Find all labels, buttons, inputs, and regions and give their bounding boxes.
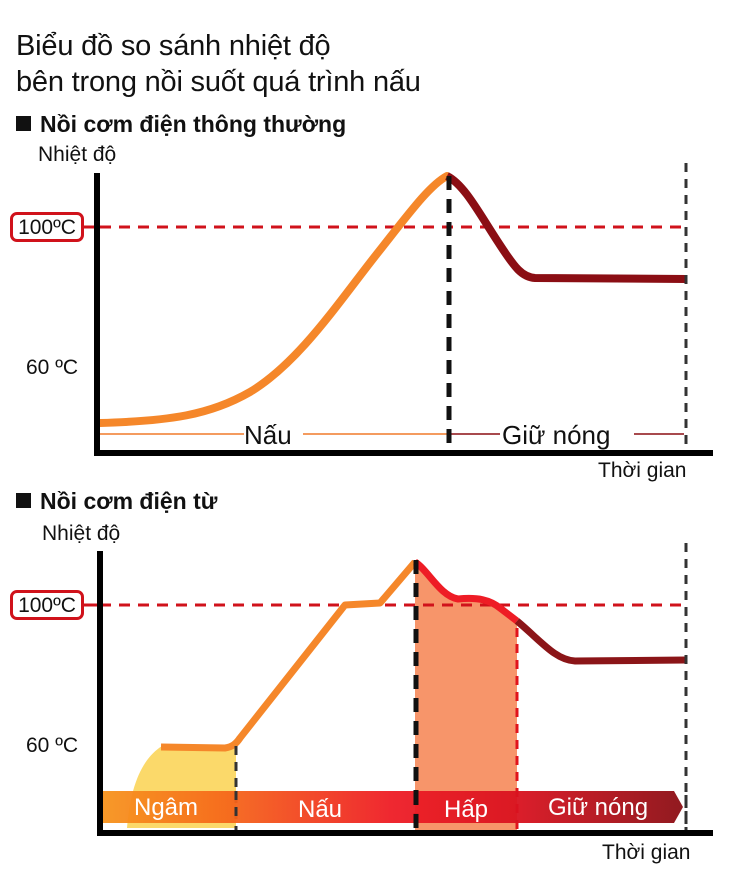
x-axis-label: Thời gian bbox=[598, 459, 687, 482]
x-axis-label: Thời gian bbox=[602, 841, 691, 864]
section-title-text: Nồi cơm điện thông thường bbox=[40, 111, 347, 137]
curve-cook bbox=[96, 172, 451, 427]
tick-100c: 100ºC bbox=[10, 590, 84, 620]
page-title: Biểu đồ so sánh nhiệt độ bên trong nồi s… bbox=[16, 28, 421, 100]
phase-label-cook: Nấu bbox=[244, 420, 292, 450]
section-title-text: Nồi cơm điện từ bbox=[40, 488, 218, 514]
section-title-induction: Nồi cơm điện từ bbox=[16, 488, 217, 515]
title-line-1: Biểu đồ so sánh nhiệt độ bbox=[16, 30, 331, 62]
square-bullet-icon bbox=[16, 493, 31, 508]
tick-60c: 60 ºC bbox=[26, 734, 79, 757]
title-line-2: bên trong nồi suốt quá trình nấu bbox=[16, 66, 421, 98]
square-bullet-icon bbox=[16, 116, 31, 131]
curve-keep-warm bbox=[444, 172, 687, 283]
section-title-conventional: Nồi cơm điện thông thường bbox=[16, 111, 346, 138]
phase-label-keep-warm: Giữ nóng bbox=[502, 420, 610, 450]
tick-100c: 100ºC bbox=[10, 212, 84, 242]
y-axis-label: Nhiệt độ bbox=[38, 143, 117, 166]
y-axis-label: Nhiệt độ bbox=[42, 522, 121, 545]
tick-60c: 60 ºC bbox=[26, 356, 79, 379]
